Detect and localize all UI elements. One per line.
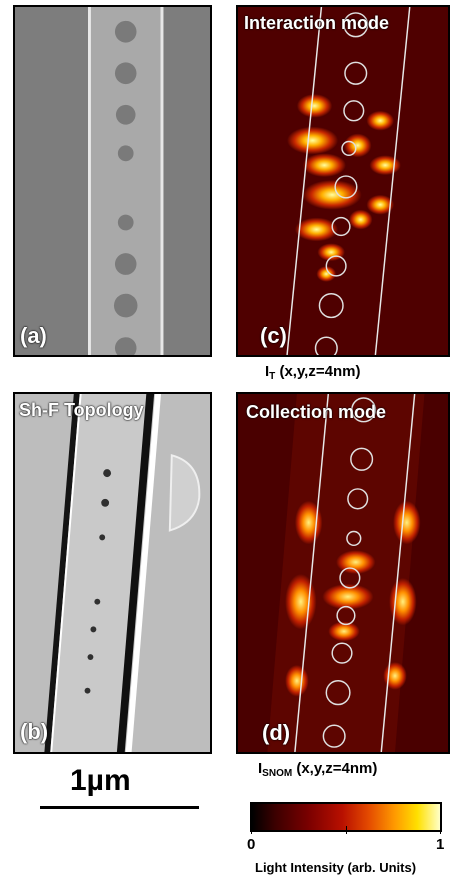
panel-c-interaction-map: Interaction mode (c)	[236, 5, 450, 357]
caption-d-rest: (x,y,z=4nm)	[292, 760, 378, 777]
colorbar-tick-max	[440, 826, 441, 834]
field-spots	[287, 94, 401, 282]
hole-outlines	[314, 12, 369, 355]
colorbar-max-label: 1	[436, 836, 445, 853]
caption-c-rest: (x,y,z=4nm)	[275, 363, 361, 380]
colorbar-label: Light Intensity (arb. Units)	[255, 860, 417, 875]
caption-c-sub: T	[269, 371, 276, 382]
panel-b-topology-image: Sh-F Topology (b)	[13, 392, 212, 754]
sem-image	[15, 7, 210, 355]
panel-a-sem-image: (a)	[13, 5, 212, 357]
panel-c-caption: IT (x,y,z=4nm)	[265, 363, 360, 382]
scale-bar-label: 1µm	[70, 764, 131, 797]
colorbar-min-label: 0	[247, 836, 256, 853]
caption-d-main: I	[258, 760, 263, 777]
topology-image	[15, 394, 210, 752]
holes	[113, 20, 138, 355]
holes	[84, 469, 112, 694]
intensity-map-c	[238, 7, 448, 355]
panel-b-title: Sh-F Topology	[19, 400, 144, 420]
panel-d-letter: (d)	[262, 720, 291, 745]
caption-d-sub: SNOM	[262, 768, 293, 779]
panel-c-title: Interaction mode	[244, 13, 390, 33]
panel-a-letter: (a)	[20, 323, 47, 348]
panel-d-caption: ISNOM (x,y,z=4nm)	[258, 760, 377, 779]
scale-bar	[40, 806, 199, 809]
hole-outlines	[322, 397, 377, 748]
panel-d-title: Collection mode	[246, 402, 387, 422]
panel-c-letter: (c)	[260, 323, 287, 348]
panel-b-letter: (b)	[20, 719, 49, 744]
colorbar-tick-mid	[346, 826, 347, 834]
panel-d-collection-map: Collection mode (d)	[236, 392, 450, 754]
caption-c-main: I	[265, 363, 270, 380]
colorbar-tick-min	[251, 826, 252, 834]
intensity-map-d	[238, 394, 448, 752]
